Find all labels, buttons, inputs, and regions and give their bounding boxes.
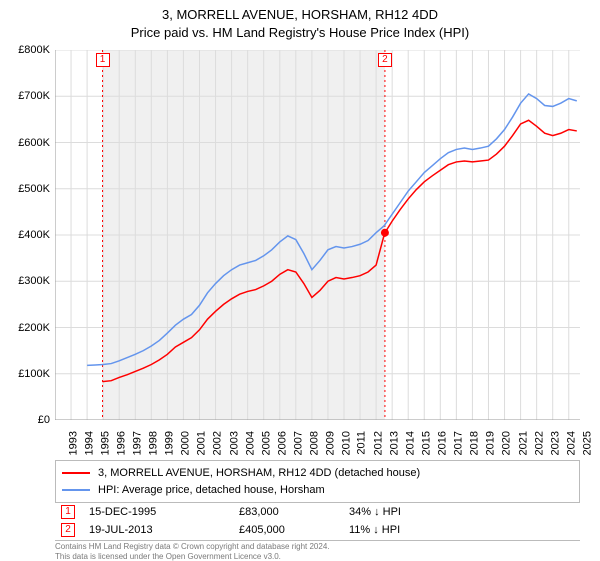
row-marker-1: 1 bbox=[61, 505, 75, 519]
footer-attribution: Contains HM Land Registry data © Crown c… bbox=[55, 540, 580, 561]
x-tick-label: 2019 bbox=[485, 431, 497, 455]
row-date-1: 15-DEC-1995 bbox=[89, 506, 239, 518]
x-tick-label: 2010 bbox=[340, 431, 352, 455]
x-tick-label: 2004 bbox=[244, 431, 256, 455]
x-tick-label: 2024 bbox=[565, 431, 577, 455]
x-tick-label: 2005 bbox=[260, 431, 272, 455]
y-tick-label: £300K bbox=[5, 275, 50, 287]
x-tick-label: 2001 bbox=[196, 431, 208, 455]
y-tick-label: £600K bbox=[5, 137, 50, 149]
legend-swatch-price bbox=[62, 472, 90, 474]
chart-marker-1: 1 bbox=[96, 53, 110, 67]
x-tick-label: 2022 bbox=[533, 431, 545, 455]
x-tick-label: 1996 bbox=[116, 431, 128, 455]
legend-swatch-hpi bbox=[62, 489, 90, 491]
x-tick-label: 2020 bbox=[501, 431, 513, 455]
x-tick-label: 1998 bbox=[148, 431, 160, 455]
legend-box: 3, MORRELL AVENUE, HORSHAM, RH12 4DD (de… bbox=[55, 460, 580, 503]
x-tick-label: 2017 bbox=[453, 431, 465, 455]
footer-line1: Contains HM Land Registry data © Crown c… bbox=[55, 542, 330, 551]
y-tick-label: £200K bbox=[5, 322, 50, 334]
y-tick-label: £100K bbox=[5, 368, 50, 380]
legend-row-1: 3, MORRELL AVENUE, HORSHAM, RH12 4DD (de… bbox=[62, 465, 573, 482]
x-tick-label: 2015 bbox=[421, 431, 433, 455]
x-tick-label: 2002 bbox=[212, 431, 224, 455]
legend-label-price: 3, MORRELL AVENUE, HORSHAM, RH12 4DD (de… bbox=[98, 465, 420, 482]
x-tick-label: 2006 bbox=[276, 431, 288, 455]
row-pct-1: 34% ↓ HPI bbox=[349, 506, 449, 518]
x-tick-label: 2009 bbox=[324, 431, 336, 455]
chart-marker-2: 2 bbox=[378, 53, 392, 67]
row-price-1: £83,000 bbox=[239, 506, 349, 518]
footer-line2: This data is licensed under the Open Gov… bbox=[55, 552, 281, 561]
chart-svg bbox=[55, 50, 580, 420]
x-tick-label: 2021 bbox=[517, 431, 529, 455]
x-tick-label: 1995 bbox=[100, 431, 112, 455]
row-price-2: £405,000 bbox=[239, 524, 349, 536]
row-marker-2: 2 bbox=[61, 523, 75, 537]
y-tick-label: £800K bbox=[5, 44, 50, 56]
chart-container: 3, MORRELL AVENUE, HORSHAM, RH12 4DD Pri… bbox=[0, 0, 600, 560]
y-tick-label: £400K bbox=[5, 229, 50, 241]
x-tick-label: 2018 bbox=[469, 431, 481, 455]
title-subtitle: Price paid vs. HM Land Registry's House … bbox=[0, 24, 600, 42]
x-tick-label: 2012 bbox=[373, 431, 385, 455]
chart-area: £0£100K£200K£300K£400K£500K£600K£700K£80… bbox=[55, 50, 580, 420]
x-tick-label: 1999 bbox=[164, 431, 176, 455]
x-tick-label: 2003 bbox=[228, 431, 240, 455]
title-address: 3, MORRELL AVENUE, HORSHAM, RH12 4DD bbox=[0, 6, 600, 24]
x-tick-label: 2025 bbox=[581, 431, 593, 455]
table-row: 1 15-DEC-1995 £83,000 34% ↓ HPI bbox=[55, 503, 580, 521]
row-date-2: 19-JUL-2013 bbox=[89, 524, 239, 536]
x-tick-label: 2007 bbox=[292, 431, 304, 455]
title-block: 3, MORRELL AVENUE, HORSHAM, RH12 4DD Pri… bbox=[0, 0, 600, 41]
table-row: 2 19-JUL-2013 £405,000 11% ↓ HPI bbox=[55, 521, 580, 539]
x-tick-label: 2000 bbox=[180, 431, 192, 455]
x-tick-label: 1994 bbox=[84, 431, 96, 455]
y-tick-label: £700K bbox=[5, 90, 50, 102]
legend-label-hpi: HPI: Average price, detached house, Hors… bbox=[98, 482, 325, 499]
legend-row-2: HPI: Average price, detached house, Hors… bbox=[62, 482, 573, 499]
x-tick-label: 1993 bbox=[67, 431, 79, 455]
y-tick-label: £500K bbox=[5, 183, 50, 195]
x-tick-label: 2014 bbox=[405, 431, 417, 455]
x-tick-label: 2023 bbox=[549, 431, 561, 455]
x-tick-label: 2013 bbox=[389, 431, 401, 455]
row-pct-2: 11% ↓ HPI bbox=[349, 524, 449, 536]
sales-table: 1 15-DEC-1995 £83,000 34% ↓ HPI 2 19-JUL… bbox=[55, 502, 580, 539]
x-tick-label: 2011 bbox=[356, 431, 368, 455]
x-tick-label: 2008 bbox=[308, 431, 320, 455]
x-tick-label: 1997 bbox=[132, 431, 144, 455]
y-tick-label: £0 bbox=[5, 414, 50, 426]
x-tick-label: 2016 bbox=[437, 431, 449, 455]
